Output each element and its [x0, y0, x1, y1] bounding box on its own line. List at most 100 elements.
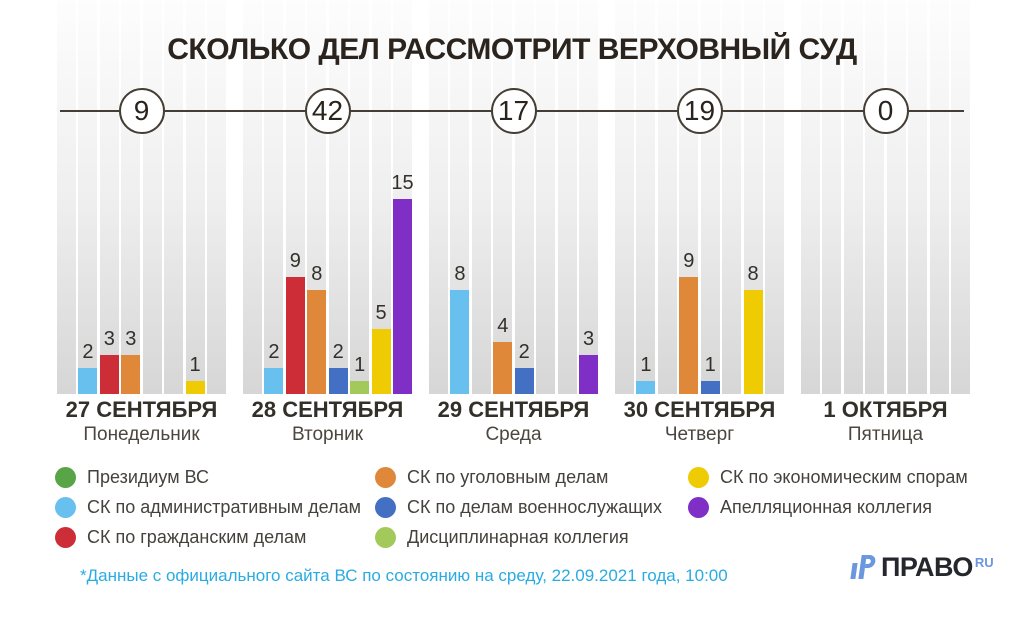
legend-item: СК по гражданским делам [55, 526, 306, 548]
bar-column [536, 0, 556, 394]
bar-column: 8 [450, 0, 470, 394]
bar-column: 2 [264, 0, 284, 394]
legend-label: СК по уголовным делам [407, 466, 609, 487]
bar-column [429, 0, 448, 394]
bar-column [207, 0, 226, 394]
total-badge: 19 [676, 88, 723, 134]
bar [450, 290, 470, 394]
bar-value-label: 1 [354, 354, 366, 376]
legend-color-dot [688, 466, 709, 488]
pravo-logo-icon [850, 555, 876, 579]
weekday-label: Понедельник [83, 424, 200, 445]
legend-color-dot [375, 496, 396, 518]
legend-label: СК по гражданским делам [87, 526, 307, 547]
bar-value-label: 1 [704, 354, 716, 376]
bar-value-label: 1 [189, 354, 201, 376]
date-label: 27 СЕНТЯБРЯ [65, 397, 218, 422]
bar [371, 329, 391, 394]
bar-column [951, 0, 970, 394]
bar-value-label: 2 [518, 341, 530, 363]
date-label: 28 СЕНТЯБРЯ [251, 397, 404, 422]
bar-column: 5 [371, 0, 391, 394]
bar-value-label: 8 [311, 263, 323, 285]
bar [264, 368, 284, 394]
weekday-label: Среда [485, 424, 542, 445]
bar-column [801, 0, 820, 394]
bar [700, 381, 720, 394]
bar-value-label: 2 [82, 341, 94, 363]
bar-column [243, 0, 262, 394]
bar [328, 368, 348, 394]
bar-column [57, 0, 76, 394]
total-badge: 0 [862, 88, 909, 134]
bar [121, 355, 141, 394]
bar-value-label: 3 [103, 328, 115, 350]
bar-column [615, 0, 634, 394]
bar [350, 381, 370, 394]
bar [99, 355, 119, 394]
bar-value-label: 4 [497, 315, 509, 337]
weekday-label: Пятница [847, 424, 924, 445]
bar-column [722, 0, 742, 394]
bar-value-label: 3 [125, 328, 137, 350]
legend-color-dot [55, 526, 76, 548]
chart-title: СКОЛЬКО ДЕЛ РАССМОТРИТ ВЕРХОВНЫЙ СУД [167, 33, 857, 66]
bar-value-label: 2 [332, 341, 344, 363]
legend-item: СК по экономическим спорам [688, 466, 968, 488]
legend-label: Президиум ВС [87, 466, 210, 487]
bar-column: 1 [185, 0, 205, 394]
bar-column [843, 0, 863, 394]
total-badge: 17 [490, 88, 537, 134]
bar-value-label: 8 [454, 263, 466, 285]
bar-value-label: 8 [747, 263, 759, 285]
logo-ru-suffix: RU [974, 555, 994, 570]
bar [78, 368, 98, 394]
bar-column [164, 0, 184, 394]
footnote: *Данные с официального сайта ВС по состо… [80, 566, 728, 585]
bar [185, 381, 205, 394]
bar [636, 381, 656, 394]
bar [493, 342, 513, 394]
bar-column: 15 [391, 0, 414, 394]
date-label: 29 СЕНТЯБРЯ [437, 397, 590, 422]
legend-color-dot [375, 526, 396, 548]
bar [579, 355, 598, 394]
date-label: 30 СЕНТЯБРЯ [623, 397, 776, 422]
legend-label: Апелляционная коллегия [720, 496, 933, 517]
legend-item: Президиум ВС [55, 466, 209, 488]
bar-value-label: 3 [582, 328, 595, 350]
logo-wordmark: ПРАВО [881, 552, 973, 582]
bar [514, 368, 534, 394]
legend-item: СК по административным делам [55, 496, 361, 518]
legend-label: Дисциплинарная коллегия [407, 526, 629, 547]
bar-value-label: 9 [683, 250, 695, 272]
bar-value-label: 15 [391, 172, 414, 194]
bar-column [557, 0, 577, 394]
legend-color-dot [55, 466, 76, 488]
legend-item: СК по уголовным делам [375, 466, 608, 488]
legend-item: Дисциплинарная коллегия [375, 526, 629, 548]
pravo-logo: ПРАВО RU [845, 553, 994, 583]
bar-column [657, 0, 677, 394]
date-label: 1 ОКТЯБРЯ [823, 397, 948, 422]
legend-label: СК по делам военнослужащих [407, 496, 662, 517]
bar [285, 277, 305, 394]
bar [393, 199, 412, 394]
weekday-label: Вторник [291, 424, 364, 445]
legend-color-dot [375, 466, 396, 488]
bar [679, 277, 699, 394]
weekday-label: Четверг [664, 424, 735, 445]
bar-column [822, 0, 842, 394]
bar [307, 290, 327, 394]
bar-value-label: 2 [268, 341, 280, 363]
legend-color-dot [55, 496, 76, 518]
bar-column: 1 [636, 0, 656, 394]
bar-column: 3 [579, 0, 598, 394]
total-badge: 9 [118, 88, 165, 134]
bar-column: 8 [743, 0, 763, 394]
legend-color-dot [688, 496, 709, 518]
bar-column: 9 [285, 0, 305, 394]
